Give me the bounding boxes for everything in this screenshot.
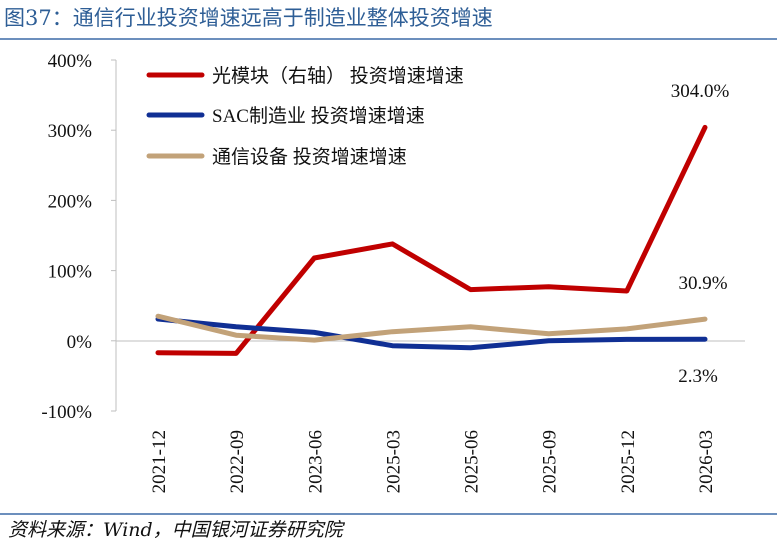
data-label: 304.0% <box>671 81 730 102</box>
y-tick-label: -100% <box>41 402 92 423</box>
x-tick-label: 2025-06 <box>462 430 483 493</box>
x-tick-label: 2025-12 <box>618 430 639 493</box>
x-tick-label: 2025-09 <box>540 430 561 493</box>
x-tick-label: 2025-03 <box>383 430 404 493</box>
line-chart: 400% 300% 200% 100% 0% -100% 2021-12 2022-09 20… <box>41 51 745 493</box>
x-tick-label: 2023-06 <box>305 430 326 493</box>
series-line-2 <box>155 316 708 351</box>
series-line-3 <box>155 313 708 343</box>
x-tick-label: 2022-09 <box>227 430 248 493</box>
y-tick-label: 300% <box>48 121 93 142</box>
data-label: 2.3% <box>678 366 718 387</box>
x-tick-label: 2021-12 <box>149 430 170 493</box>
title-divider <box>0 38 777 40</box>
data-label: 30.9% <box>678 273 727 294</box>
y-tick-label: 200% <box>48 191 93 212</box>
y-tick-label: 100% <box>48 262 93 283</box>
legend-label: 光模块（右轴） 投资增速增速 <box>212 65 464 87</box>
y-tick-label: 400% <box>48 51 93 72</box>
y-tick-label: 0% <box>67 332 93 353</box>
x-tick-label: 2026-03 <box>696 430 717 493</box>
legend-label: SAC制造业 投资增速增速 <box>212 105 425 127</box>
legend-label: 通信设备 投资增速增速 <box>212 146 407 168</box>
chart-title: 图37：通信行业投资增速远高于制造业整体投资增速 <box>4 6 493 30</box>
source-note: 资料来源：Wind，中国银河证券研究院 <box>8 519 343 541</box>
footer-divider <box>0 513 777 515</box>
